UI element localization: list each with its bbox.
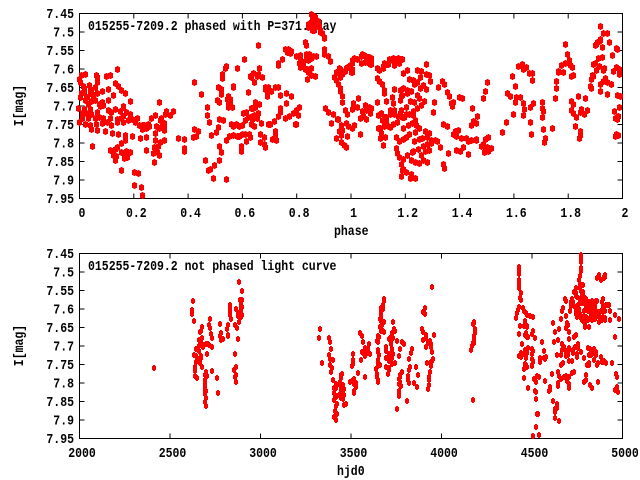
svg-text:7.7: 7.7: [53, 340, 74, 356]
svg-text:7.8: 7.8: [53, 137, 74, 153]
svg-text:5000: 5000: [611, 446, 639, 462]
svg-text:7.45: 7.45: [46, 247, 74, 263]
svg-text:3000: 3000: [249, 446, 277, 462]
svg-text:7.6: 7.6: [53, 63, 74, 79]
svg-text:1.6: 1.6: [506, 206, 527, 222]
svg-text:0: 0: [79, 206, 86, 222]
svg-text:7.6: 7.6: [53, 303, 74, 319]
svg-text:7.65: 7.65: [46, 81, 74, 97]
svg-text:2500: 2500: [159, 446, 187, 462]
svg-text:0.8: 0.8: [289, 206, 310, 222]
svg-text:1: 1: [350, 206, 357, 222]
svg-text:7.55: 7.55: [46, 284, 74, 300]
svg-text:7.8: 7.8: [53, 377, 74, 393]
svg-text:7.45: 7.45: [46, 7, 74, 23]
svg-text:0.2: 0.2: [126, 206, 147, 222]
svg-text:phase: phase: [334, 224, 369, 240]
svg-text:2: 2: [622, 206, 629, 222]
svg-text:7.65: 7.65: [46, 321, 74, 337]
svg-text:0.4: 0.4: [180, 206, 201, 222]
svg-text:015255-7209.2 phased with P=37: 015255-7209.2 phased with P=371.0day: [88, 19, 337, 35]
svg-text:7.9: 7.9: [53, 174, 74, 190]
svg-text:7.9: 7.9: [53, 414, 74, 430]
svg-text:7.55: 7.55: [46, 44, 74, 60]
svg-text:7.95: 7.95: [46, 432, 74, 448]
svg-text:I[mag]: I[mag]: [12, 325, 28, 366]
svg-text:0.6: 0.6: [235, 206, 256, 222]
svg-text:015255-7209.2 not phased light: 015255-7209.2 not phased light curve: [88, 259, 336, 275]
svg-text:hjd0: hjd0: [337, 464, 365, 480]
svg-text:7.75: 7.75: [46, 358, 74, 374]
svg-text:7.85: 7.85: [46, 395, 74, 411]
svg-text:7.95: 7.95: [46, 192, 74, 208]
svg-text:I[mag]: I[mag]: [12, 85, 28, 126]
svg-text:4000: 4000: [430, 446, 458, 462]
svg-text:7.5: 7.5: [53, 26, 74, 42]
svg-text:7.5: 7.5: [53, 266, 74, 282]
svg-text:7.75: 7.75: [46, 118, 74, 134]
svg-text:1.2: 1.2: [397, 206, 418, 222]
svg-text:7.7: 7.7: [53, 100, 74, 116]
svg-text:3500: 3500: [340, 446, 368, 462]
svg-text:2000: 2000: [68, 446, 96, 462]
svg-text:1.8: 1.8: [560, 206, 581, 222]
svg-text:4500: 4500: [521, 446, 549, 462]
svg-text:1.4: 1.4: [452, 206, 473, 222]
svg-text:7.85: 7.85: [46, 155, 74, 171]
